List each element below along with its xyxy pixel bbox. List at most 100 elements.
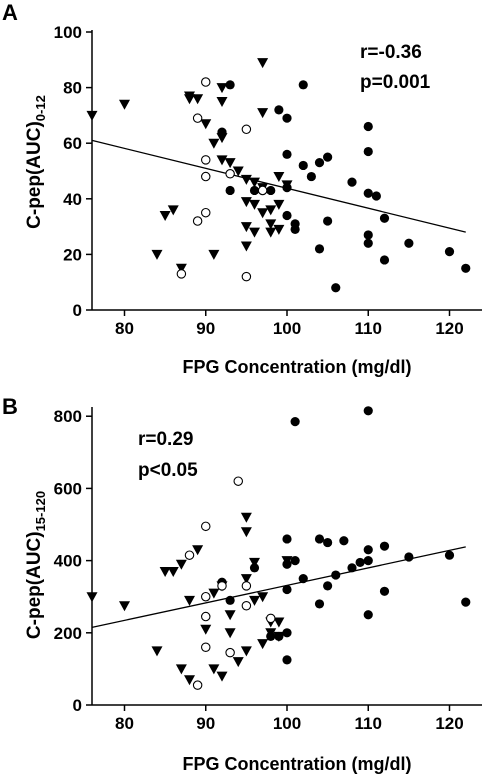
panel-a-point-open-circle xyxy=(201,155,211,165)
panel-a-point-filled-circle xyxy=(379,255,390,265)
panel-b-point-filled-circle xyxy=(339,536,349,546)
panel-a-point-filled-circle xyxy=(282,210,292,221)
panel-a-point-triangle xyxy=(224,158,236,169)
panel-b-point-filled-circle xyxy=(290,556,300,566)
panel-a-point-triangle xyxy=(86,110,98,121)
panel-a-point-triangle xyxy=(232,166,244,177)
panel-b-point-filled-circle xyxy=(282,559,292,569)
panel-a-point-filled-circle xyxy=(282,113,292,123)
panel-b-y-axis-label: C-pep(AUC)15-120 xyxy=(24,491,48,639)
panel-b-letter: B xyxy=(2,394,18,419)
panel-b-y-tick-label: 600 xyxy=(54,479,82,498)
panel-b-y-tick-label: 0 xyxy=(73,696,82,715)
panel-a-trend-line xyxy=(91,139,466,233)
panel-b-point-triangle xyxy=(249,595,260,606)
panel-a-point-open-circle xyxy=(192,216,203,226)
panel-b-point-filled-circle xyxy=(314,534,325,544)
panel-b-point-filled-circle xyxy=(323,581,333,591)
panel-b-point-filled-circle xyxy=(266,631,276,642)
panel-b-point-triangle xyxy=(240,646,252,657)
panel-a-letter: A xyxy=(2,0,18,25)
panel-b-point-triangle xyxy=(257,639,269,650)
panel-b-x-tick-label: 110 xyxy=(355,714,382,733)
panel-a-point-triangle xyxy=(273,199,285,210)
panel-b-point-open-circle xyxy=(201,591,211,602)
panel-a-point-triangle xyxy=(200,119,212,130)
panel-a-point-filled-circle xyxy=(266,185,276,196)
panel-a-point-triangle xyxy=(216,83,228,94)
panel-a-point-triangle xyxy=(216,155,228,166)
panel-a-point-open-circle xyxy=(241,271,252,282)
panel-a: A r=-0.36 p=0.001 FPG Concentration (mg/… xyxy=(2,0,482,377)
panel-a-point-filled-circle xyxy=(282,149,292,159)
panel-b-point-filled-circle xyxy=(331,570,341,580)
panel-a-point-filled-circle xyxy=(323,216,333,226)
panel-a-point-triangle xyxy=(208,138,220,149)
panel-b: B r=0.29 p<0.05 FPG Concentration (mg/dl… xyxy=(2,394,482,774)
panel-b-point-open-circle xyxy=(217,581,227,591)
panel-a-stat-p: p=0.001 xyxy=(360,72,431,93)
panel-a-point-open-circle xyxy=(241,124,252,135)
panel-b-point-filled-circle xyxy=(379,541,390,551)
panel-a-point-triangle xyxy=(273,172,285,183)
panel-b-point-filled-circle xyxy=(363,556,373,566)
panel-b-point-filled-circle xyxy=(347,563,357,573)
panel-b-point-filled-circle xyxy=(298,574,308,584)
panel-a-y-tick-label: 0 xyxy=(73,301,82,320)
panel-a-point-triangle xyxy=(257,58,269,69)
panel-b-point-triangle xyxy=(240,574,252,585)
panel-b-point-triangle xyxy=(216,671,228,682)
panel-a-point-filled-circle xyxy=(274,105,284,115)
panel-b-point-open-circle xyxy=(192,680,203,690)
panel-a-point-filled-circle xyxy=(363,188,373,198)
panel-b-point-triangle xyxy=(208,588,220,599)
panel-a-point-triangle xyxy=(265,205,277,216)
panel-b-point-filled-circle xyxy=(461,597,471,607)
panel-b-point-filled-circle xyxy=(404,552,414,562)
panel-a-point-triangle xyxy=(184,91,195,102)
panel-b-point-filled-circle xyxy=(323,537,333,548)
panel-a-point-filled-circle xyxy=(347,177,357,187)
panel-a-point-open-circle xyxy=(257,185,268,196)
panel-b-x-axis-label: FPG Concentration (mg/dl) xyxy=(183,754,412,774)
panel-b-point-open-circle xyxy=(184,550,195,560)
panel-a-point-open-circle xyxy=(192,113,203,123)
panel-a-y-tick-label: 40 xyxy=(63,190,82,209)
panel-b-point-triangle xyxy=(86,592,98,603)
panel-b-y-tick-label: 800 xyxy=(54,407,82,426)
panel-b-point-open-circle xyxy=(241,600,252,611)
panel-b-point-filled-circle xyxy=(379,586,390,596)
panel-b-y-tick-label: 200 xyxy=(54,624,82,643)
panel-b-point-open-circle xyxy=(201,611,211,622)
panel-a-x-axis-label: FPG Concentration (mg/dl) xyxy=(183,357,412,377)
panel-b-point-triangle xyxy=(167,566,179,577)
panel-a-point-triangle xyxy=(167,205,179,216)
panel-b-point-open-circle xyxy=(241,581,252,591)
panel-a-point-filled-circle xyxy=(314,158,325,168)
panel-b-point-filled-circle xyxy=(363,545,373,555)
panel-a-point-triangle xyxy=(240,241,252,252)
panel-b-point-filled-circle xyxy=(282,655,292,665)
panel-b-point-triangle xyxy=(224,610,236,621)
panel-b-point-triangle xyxy=(232,657,244,668)
panel-a-point-triangle xyxy=(249,199,260,210)
panel-b-point-open-circle xyxy=(265,613,276,624)
panel-b-point-triangle xyxy=(240,527,252,538)
panel-b-y-axis-label-sub: 15-120 xyxy=(33,491,48,531)
panel-a-y-tick-label: 60 xyxy=(63,134,82,153)
panel-a-point-filled-circle xyxy=(461,263,471,273)
panel-a-point-filled-circle xyxy=(363,238,373,248)
panel-b-point-triangle xyxy=(273,617,285,628)
panel-b-point-filled-circle xyxy=(282,584,292,595)
panel-b-point-filled-circle xyxy=(444,550,455,560)
panel-a-point-triangle xyxy=(216,97,228,107)
panel-a-point-triangle xyxy=(265,219,277,230)
panel-a-y-axis-label: C-pep(AUC)0-12 xyxy=(24,95,48,229)
panel-b-stat-p: p<0.05 xyxy=(138,460,198,481)
panel-b-point-triangle xyxy=(200,624,212,635)
panel-a-point-triangle xyxy=(273,224,285,235)
panel-a-point-triangle xyxy=(119,99,130,110)
panel-b-point-triangle xyxy=(192,545,204,556)
panel-b-x-tick-label: 120 xyxy=(435,714,463,733)
